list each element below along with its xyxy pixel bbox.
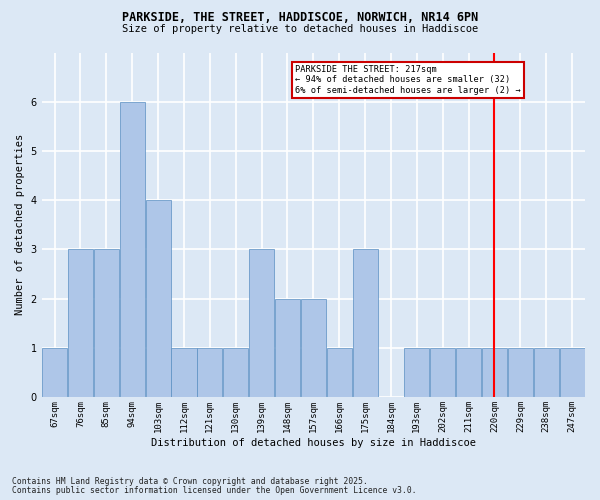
Text: Size of property relative to detached houses in Haddiscoe: Size of property relative to detached ho… <box>122 24 478 34</box>
Bar <box>456 348 481 397</box>
Bar <box>560 348 584 397</box>
Bar <box>482 348 507 397</box>
Text: PARKSIDE THE STREET: 217sqm
← 94% of detached houses are smaller (32)
6% of semi: PARKSIDE THE STREET: 217sqm ← 94% of det… <box>295 65 521 94</box>
Bar <box>275 298 300 397</box>
Bar <box>533 348 559 397</box>
Bar <box>249 250 274 397</box>
Bar <box>223 348 248 397</box>
Bar <box>94 250 119 397</box>
Bar <box>353 250 377 397</box>
Bar <box>68 250 93 397</box>
Bar <box>172 348 197 397</box>
Bar <box>508 348 533 397</box>
Bar <box>146 200 170 397</box>
Bar <box>326 348 352 397</box>
Bar <box>197 348 223 397</box>
Bar <box>404 348 430 397</box>
Bar <box>42 348 67 397</box>
Bar <box>430 348 455 397</box>
Bar <box>119 102 145 397</box>
Text: PARKSIDE, THE STREET, HADDISCOE, NORWICH, NR14 6PN: PARKSIDE, THE STREET, HADDISCOE, NORWICH… <box>122 11 478 24</box>
Y-axis label: Number of detached properties: Number of detached properties <box>15 134 25 316</box>
Text: Contains HM Land Registry data © Crown copyright and database right 2025.: Contains HM Land Registry data © Crown c… <box>12 477 368 486</box>
Text: Contains public sector information licensed under the Open Government Licence v3: Contains public sector information licen… <box>12 486 416 495</box>
Bar <box>301 298 326 397</box>
X-axis label: Distribution of detached houses by size in Haddiscoe: Distribution of detached houses by size … <box>151 438 476 448</box>
